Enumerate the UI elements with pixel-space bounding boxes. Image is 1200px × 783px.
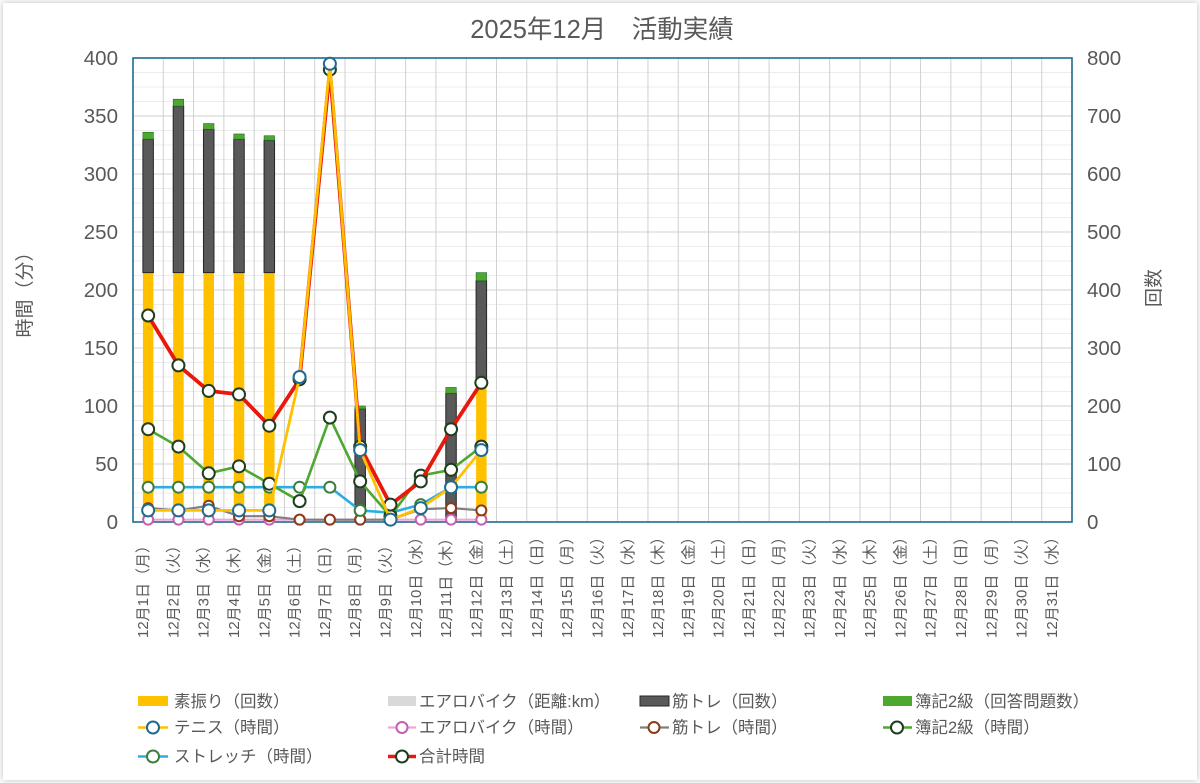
svg-text:12月17日（水）: 12月17日（水） <box>620 530 637 638</box>
svg-text:12月12日（金）: 12月12日（金） <box>468 530 485 638</box>
svg-text:150: 150 <box>84 337 118 360</box>
svg-text:12月24日（水）: 12月24日（水） <box>832 530 849 638</box>
svg-text:簿記2級（時間）: 簿記2級（時間） <box>915 718 1040 737</box>
svg-text:筋トレ（時間）: 筋トレ（時間） <box>672 718 788 737</box>
svg-text:エアロバイク（距離:km）: エアロバイク（距離:km） <box>419 692 610 711</box>
svg-text:12月29日（月）: 12月29日（月） <box>983 530 1000 638</box>
svg-text:12月26日（金）: 12月26日（金） <box>892 530 909 638</box>
svg-text:12月4日（木）: 12月4日（木） <box>226 538 243 638</box>
svg-text:時間（分）: 時間（分） <box>14 242 36 337</box>
svg-text:素振り（回数）: 素振り（回数） <box>174 692 290 711</box>
svg-text:テニス（時間）: テニス（時間） <box>174 718 290 737</box>
svg-text:12月20日（土）: 12月20日（土） <box>711 530 728 638</box>
svg-text:回数: 回数 <box>1143 269 1165 307</box>
svg-text:700: 700 <box>1087 105 1121 128</box>
svg-text:12月15日（月）: 12月15日（月） <box>559 530 576 638</box>
svg-text:100: 100 <box>1087 453 1121 476</box>
svg-text:12月16日（火）: 12月16日（火） <box>590 530 607 638</box>
svg-text:12月25日（木）: 12月25日（木） <box>862 530 879 638</box>
svg-text:12月13日（土）: 12月13日（土） <box>499 530 516 638</box>
svg-text:400: 400 <box>84 47 118 70</box>
svg-text:800: 800 <box>1087 47 1121 70</box>
svg-text:簿記2級（回答問題数）: 簿記2級（回答問題数） <box>915 692 1089 711</box>
svg-text:600: 600 <box>1087 163 1121 186</box>
svg-text:350: 350 <box>84 105 118 128</box>
svg-text:12月9日（火）: 12月9日（火） <box>377 538 394 638</box>
svg-text:12月21日（日）: 12月21日（日） <box>741 530 758 638</box>
svg-text:12月19日（金）: 12月19日（金） <box>680 530 697 638</box>
svg-text:筋トレ（回数）: 筋トレ（回数） <box>672 692 788 711</box>
svg-text:12月28日（日）: 12月28日（日） <box>953 530 970 638</box>
svg-text:12月1日（月）: 12月1日（月） <box>135 538 152 638</box>
svg-text:300: 300 <box>84 163 118 186</box>
svg-text:2025年12月 活動実績: 2025年12月 活動実績 <box>470 16 734 44</box>
svg-text:12月2日（火）: 12月2日（火） <box>165 538 182 638</box>
svg-text:12月27日（土）: 12月27日（土） <box>923 530 940 638</box>
svg-text:200: 200 <box>84 279 118 302</box>
svg-text:12月3日（水）: 12月3日（水） <box>196 538 213 638</box>
svg-text:12月14日（日）: 12月14日（日） <box>529 530 546 638</box>
svg-text:12月10日（水）: 12月10日（水） <box>408 530 425 638</box>
svg-text:12月6日（土）: 12月6日（土） <box>287 538 304 638</box>
svg-text:400: 400 <box>1087 279 1121 302</box>
svg-text:12月7日（日）: 12月7日（日） <box>317 538 334 638</box>
svg-text:300: 300 <box>1087 337 1121 360</box>
svg-text:200: 200 <box>1087 395 1121 418</box>
svg-text:500: 500 <box>1087 221 1121 244</box>
svg-text:12月31日（水）: 12月31日（水） <box>1044 530 1061 638</box>
svg-text:0: 0 <box>107 511 118 534</box>
svg-text:100: 100 <box>84 395 118 418</box>
svg-text:12月22日（月）: 12月22日（月） <box>771 530 788 638</box>
svg-text:12月8日（月）: 12月8日（月） <box>347 538 364 638</box>
svg-text:合計時間: 合計時間 <box>419 747 485 766</box>
svg-text:エアロバイク（時間）: エアロバイク（時間） <box>419 718 584 737</box>
svg-text:12月30日（火）: 12月30日（火） <box>1014 530 1031 638</box>
svg-text:0: 0 <box>1087 511 1098 534</box>
svg-text:250: 250 <box>84 221 118 244</box>
svg-text:50: 50 <box>95 453 118 476</box>
svg-text:12月18日（木）: 12月18日（木） <box>650 530 667 638</box>
svg-text:12月5日（金）: 12月5日（金） <box>256 538 273 638</box>
svg-text:12月23日（火）: 12月23日（火） <box>802 530 819 638</box>
svg-text:ストレッチ（時間）: ストレッチ（時間） <box>174 747 323 766</box>
svg-text:12月11日（木）: 12月11日（木） <box>438 531 455 638</box>
